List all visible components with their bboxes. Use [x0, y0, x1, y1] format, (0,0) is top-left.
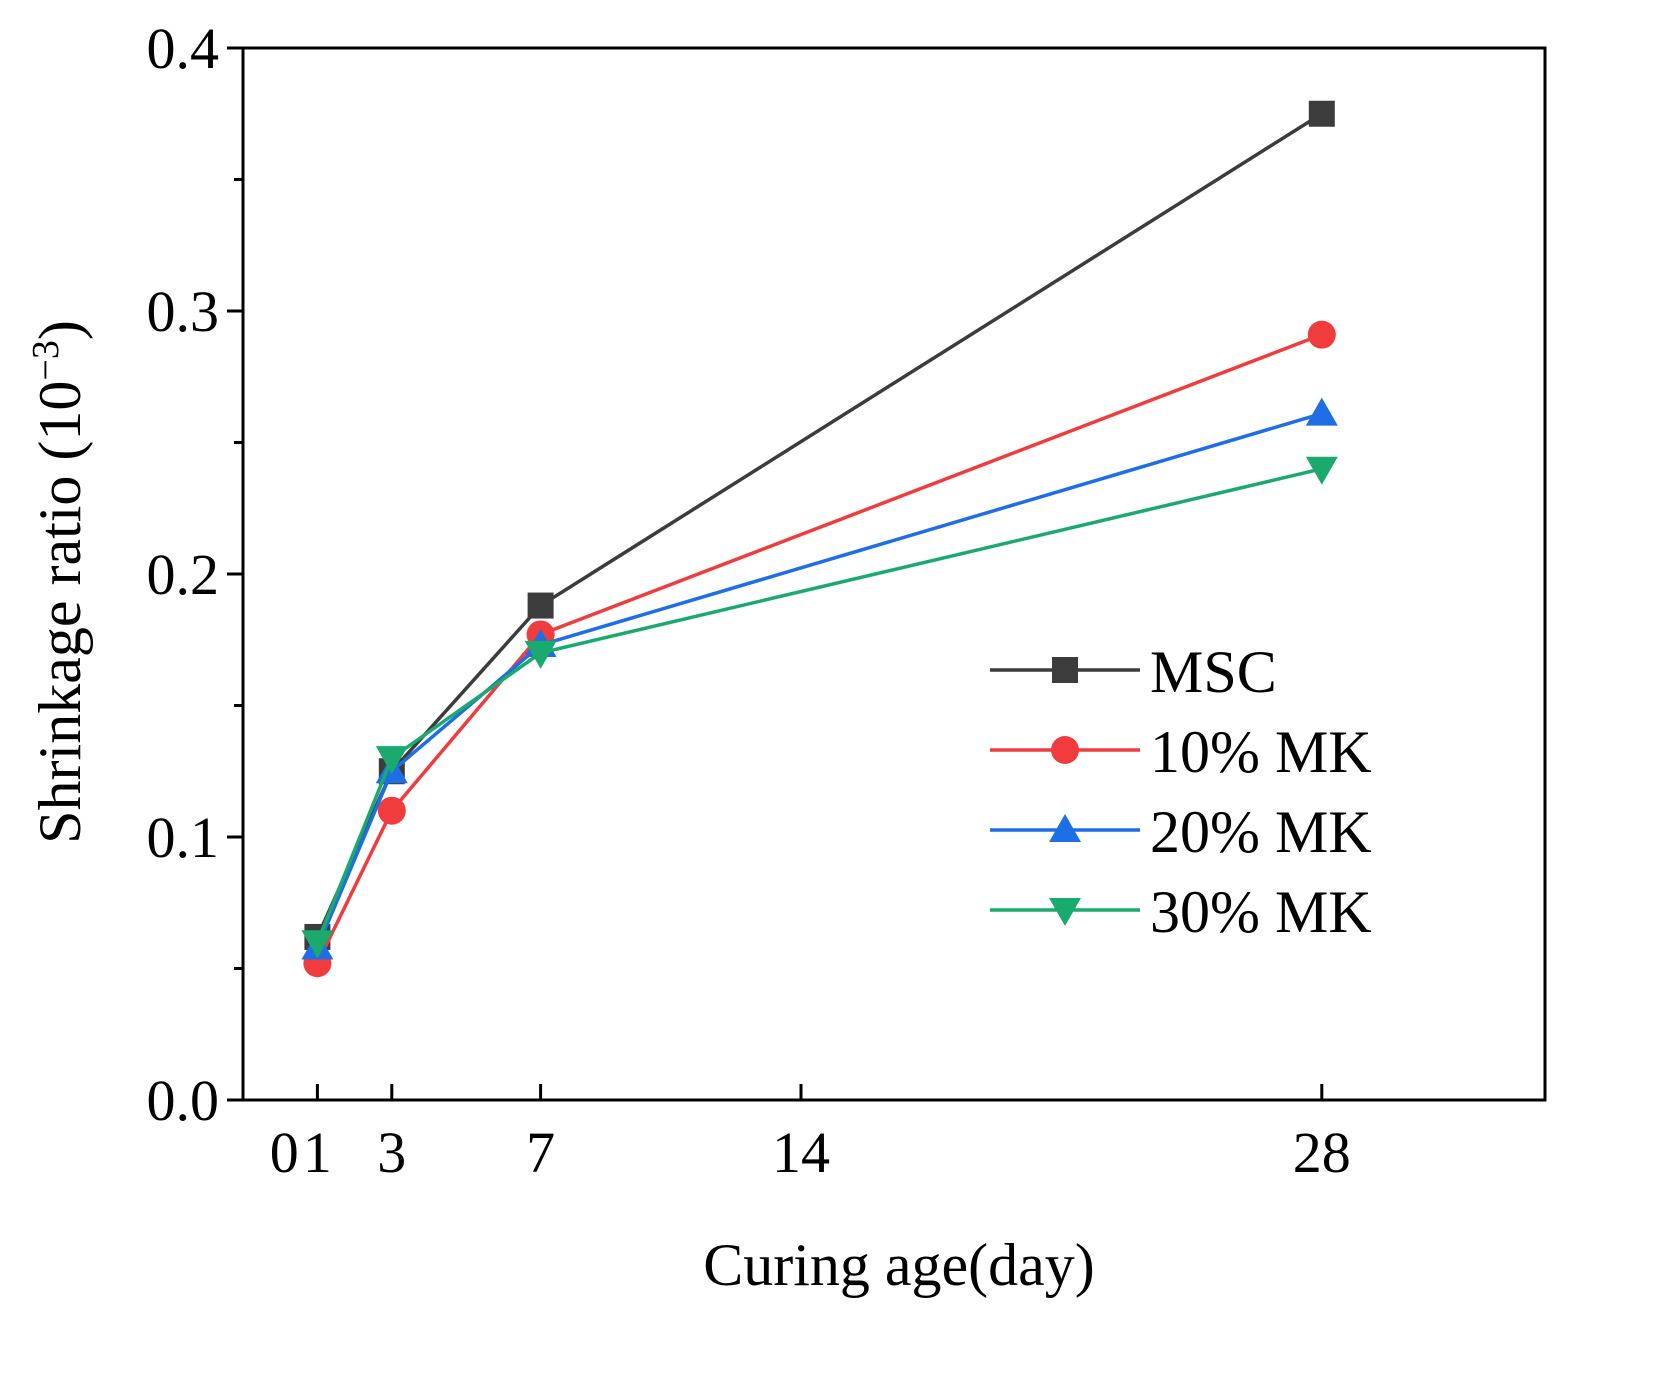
legend-item: 10% MK [990, 719, 1372, 785]
y-tick-label: 0.1 [147, 805, 220, 870]
data-point [1305, 456, 1338, 485]
data-point [375, 746, 408, 775]
legend-marker [1049, 814, 1081, 842]
y-tick-label: 0.2 [147, 542, 220, 607]
x-tick-label: 1 [303, 1120, 332, 1185]
legend-label: 30% MK [1150, 879, 1372, 945]
y-tick-label: 0.4 [147, 16, 220, 81]
y-axis-title-main: Shrinkage ratio (10 [27, 381, 93, 844]
legend-label: MSC [1150, 639, 1277, 705]
x-tick-label: 0 [270, 1120, 299, 1185]
x-tick-label: 14 [772, 1120, 830, 1185]
data-point [527, 592, 554, 619]
data-point [1307, 320, 1336, 349]
data-point [1308, 100, 1335, 127]
x-tick-label: 28 [1293, 1120, 1351, 1185]
axes-group: 0.0 0.1 0.2 0.3 0.4 0 1 3 7 14 28 [147, 16, 1547, 1185]
x-tick-label: 7 [526, 1120, 555, 1185]
legend-marker [1049, 898, 1081, 926]
x-axis-title: Curing age(day) [703, 1232, 1095, 1298]
series-layer [301, 100, 1338, 978]
y-axis-title: Shrinkage ratio (10−3) [25, 320, 93, 844]
series-line [315, 411, 1323, 949]
legend-item: 20% MK [990, 799, 1372, 865]
legend: MSC 10% MK 20% MK 30% MK [990, 639, 1372, 945]
y-tick-label: 0.3 [147, 279, 220, 344]
data-point [1305, 397, 1338, 426]
legend-label: 10% MK [1150, 719, 1372, 785]
legend-label: 20% MK [1150, 799, 1372, 865]
y-axis-title-exponent: −3 [25, 340, 67, 380]
data-point [301, 930, 334, 959]
y-axis-title-close: ) [27, 320, 93, 340]
legend-marker [1052, 657, 1078, 683]
y-tick-label: 0.0 [147, 1068, 220, 1133]
data-point [377, 796, 406, 825]
legend-marker [1051, 736, 1079, 764]
series-30-mk [301, 456, 1338, 959]
series-line [315, 467, 1323, 943]
data-point [524, 640, 557, 669]
x-tick-label: 3 [377, 1120, 406, 1185]
series-line [315, 333, 1323, 965]
legend-item: 30% MK [990, 879, 1372, 945]
legend-item: MSC [990, 639, 1277, 705]
